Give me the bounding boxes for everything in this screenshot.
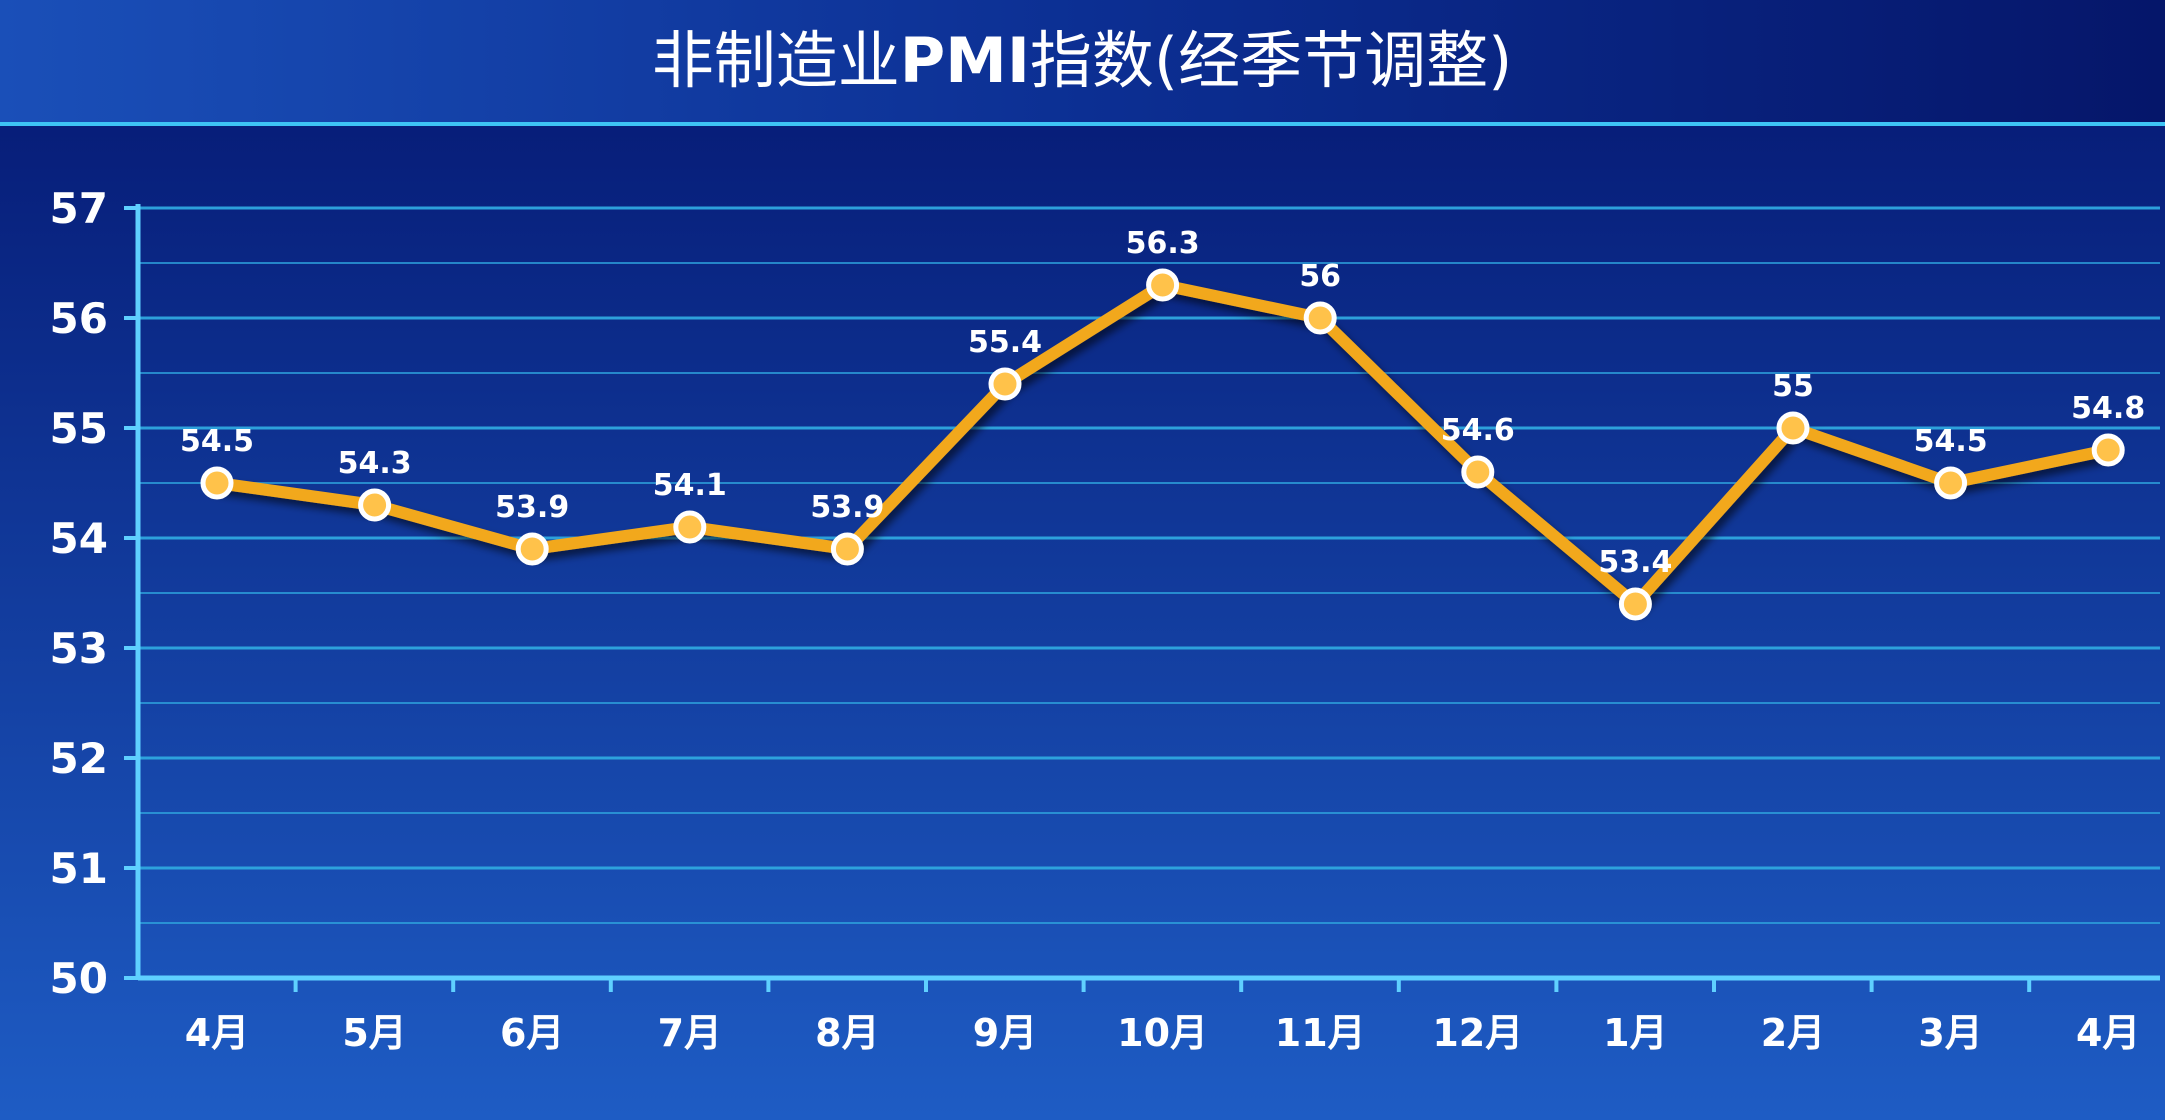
data-labels: 54.5 54.3 53.9 54.1 53.9 55.4 56.3 56 54.6 53.4 55… [180,226,2145,580]
y-tick-label: 53 [50,624,108,673]
data-label: 54.3 [338,446,412,481]
data-point-marker [830,532,864,566]
series-markers [200,268,2125,621]
x-tick-label: 4月 [2076,1011,2140,1055]
y-tick-label: 54 [50,514,108,563]
x-tick-label: 1月 [1603,1011,1667,1055]
chart-title: 非制造业PMI指数(经季节调整) [652,24,1513,97]
data-label: 54.1 [653,468,727,503]
x-tick-label: 12月 [1432,1011,1523,1055]
tick-labels: 50 51 52 53 54 55 56 57 4月 5月 6月 7月 8月 9月 10月 11月 12月 1月 2… [50,184,2141,1055]
x-tick-label: 10月 [1117,1011,1208,1055]
title-bar [0,0,2165,124]
data-point-marker [1618,587,1652,621]
data-point-marker [673,510,707,544]
x-tick-label: 3月 [1918,1011,1982,1055]
data-label: 54.5 [1914,424,1988,459]
y-tick-label: 52 [50,734,108,783]
data-point-marker [1146,268,1180,302]
title-underline [0,122,2165,126]
x-tick-label: 6月 [500,1011,564,1055]
data-label: 56.3 [1126,226,1200,261]
x-tick-label: 7月 [658,1011,722,1055]
data-label: 55 [1772,369,1814,404]
data-point-marker [515,532,549,566]
x-tick-label: 9月 [973,1011,1037,1055]
data-point-marker [358,488,392,522]
data-label: 56 [1299,259,1341,294]
data-point-marker [2091,433,2125,467]
data-point-marker [1303,301,1337,335]
data-label: 53.4 [1598,545,1672,580]
data-point-marker [988,367,1022,401]
y-tick-label: 57 [50,184,108,233]
y-tick-label: 56 [50,294,108,343]
data-point-marker [1461,455,1495,489]
x-tick-label: 8月 [815,1011,879,1055]
y-tick-label: 50 [50,954,108,1003]
y-tick-label: 51 [50,844,108,893]
data-label: 54.8 [2071,391,2145,426]
x-tick-label: 4月 [185,1011,249,1055]
x-tick-label: 5月 [342,1011,406,1055]
data-point-marker [1934,466,1968,500]
data-label: 53.9 [810,490,884,525]
axes [124,204,2160,992]
x-tick-label: 2月 [1761,1011,1825,1055]
data-point-marker [200,466,234,500]
data-label: 55.4 [968,325,1042,360]
data-point-marker [1776,411,1810,445]
x-tick-label: 11月 [1275,1011,1366,1055]
data-label: 53.9 [495,490,569,525]
y-tick-label: 55 [50,404,108,453]
data-label: 54.6 [1441,413,1515,448]
data-label: 54.5 [180,424,254,459]
